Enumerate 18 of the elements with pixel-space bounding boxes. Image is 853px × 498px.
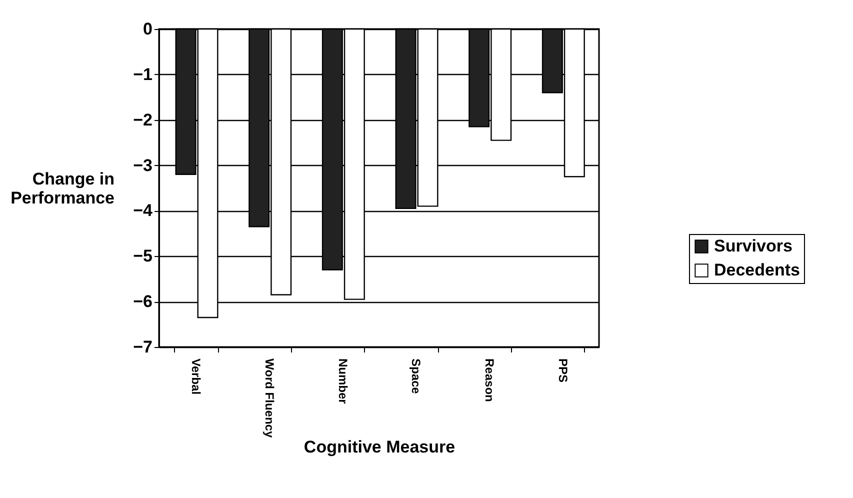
y-axis-title: Change in Performance [10,170,114,208]
y-tick-label: −2 [133,110,152,130]
x-tick-label: Verbal [189,358,204,395]
x-tick-label: Space [409,358,424,394]
legend-label: Survivors [714,236,792,256]
x-tick-label: Number [336,358,350,404]
x-axis-title: Cognitive Measure [304,438,456,457]
y-tick-label: −4 [133,201,154,220]
x-tick-label: Word Fluency [262,358,276,438]
y-tick-label: −1 [133,64,152,84]
x-tick-label: PPS [556,358,570,383]
y-tick-label: −5 [133,246,152,266]
x-tick-label: Reason [482,358,496,402]
legend-label: Decedents [714,260,800,280]
y-tick-label: −6 [133,292,152,312]
y-tick-label: 0 [143,20,152,38]
y-tick-label: −7 [133,338,152,356]
y-tick-label: −3 [133,156,152,175]
